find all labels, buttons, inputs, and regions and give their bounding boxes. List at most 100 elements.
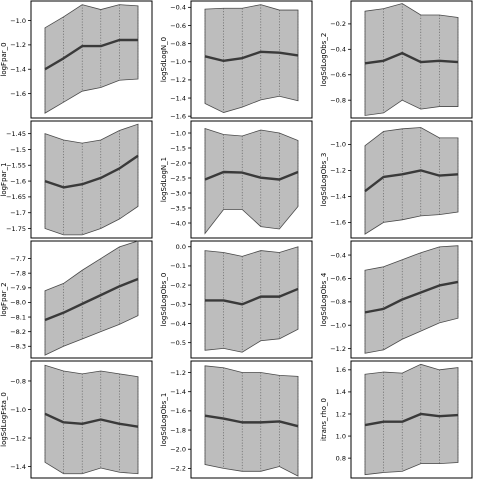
y-tick-label: −0.4 bbox=[170, 4, 186, 12]
y-axis-label: logSdLogObs_1 bbox=[160, 393, 168, 447]
y-tick-label: 0.8 bbox=[336, 454, 346, 462]
panel-logSdLogObs_4: −1.2 −1.0 −0.8 −0.6 −0.4 logSdLogObs_4 bbox=[320, 240, 473, 359]
y-tick-label: −0.2 bbox=[330, 20, 346, 28]
y-tick-label: −2.5 bbox=[170, 174, 186, 182]
y-axis-label: logSdLogObs_4 bbox=[320, 272, 328, 326]
panel-logSdLogObs_1: −2.2 −2.0 −1.8 −1.6 −1.4 −1.2 logSdLogObs_1 bbox=[160, 360, 313, 479]
panel-logFpar_2: −8.3 −8.2 −8.1 −8.0 −7.9 −7.8 −7.7 logFpar_2 bbox=[0, 240, 153, 359]
interval-band bbox=[204, 365, 299, 477]
y-tick-label: −0.2 bbox=[170, 281, 186, 289]
y-tick-label: −7.7 bbox=[10, 255, 26, 263]
mean-line bbox=[44, 277, 139, 322]
y-tick-label: −2.0 bbox=[170, 159, 186, 167]
y-tick-label: −3.0 bbox=[170, 189, 186, 197]
y-tick-label: −0.1 bbox=[170, 262, 186, 270]
mean-line bbox=[364, 412, 459, 427]
panel-logSdLogN_0: −1.6 −1.4 −1.2 −1.0 −0.8 −0.6 −0.4 logSdLogN_0 bbox=[160, 0, 313, 120]
mean-line bbox=[364, 169, 459, 193]
y-tick-label: 1.6 bbox=[336, 366, 346, 374]
y-tick-label: −1.6 bbox=[170, 112, 186, 120]
y-tick-label: −1.2 bbox=[330, 345, 346, 353]
y-tick-label: −1.0 bbox=[330, 322, 346, 330]
y-tick-label: −1.2 bbox=[170, 369, 186, 377]
y-axis-label: logFpar_0 bbox=[0, 42, 8, 76]
interval-band bbox=[44, 364, 139, 475]
y-tick-label: −1.2 bbox=[330, 167, 346, 175]
mean-line bbox=[364, 51, 459, 65]
y-axis-label: itrans_rho_0 bbox=[320, 398, 328, 441]
y-tick-label: −0.5 bbox=[170, 339, 186, 347]
y-tick-label: −1.0 bbox=[170, 129, 186, 137]
y-tick-label: −1.55 bbox=[6, 162, 26, 170]
y-tick-label: −3.5 bbox=[170, 204, 186, 212]
mean-line bbox=[204, 414, 299, 428]
y-tick-label: −0.4 bbox=[170, 320, 186, 328]
y-tick-label: −0.6 bbox=[330, 275, 346, 283]
mean-line bbox=[44, 154, 139, 189]
interval-band bbox=[364, 3, 459, 116]
y-tick-label: −0.3 bbox=[170, 301, 186, 309]
y-axis-label: logSdLogN_0 bbox=[160, 37, 168, 82]
y-tick-label: −1.6 bbox=[330, 219, 346, 227]
y-tick-label: −1.8 bbox=[170, 426, 186, 434]
y-tick-label: −1.0 bbox=[330, 141, 346, 149]
y-tick-label: −0.8 bbox=[170, 40, 186, 48]
mean-line bbox=[44, 412, 139, 428]
y-tick-label: −1.45 bbox=[6, 130, 26, 138]
y-tick-label: −1.6 bbox=[170, 407, 186, 415]
panel-logSdLogObs_0: −0.5 −0.4 −0.3 −0.2 −0.1 0.0 logSdLogObs_0 bbox=[160, 240, 313, 359]
y-tick-label: −7.9 bbox=[10, 284, 26, 292]
y-tick-label: −8.2 bbox=[10, 328, 26, 336]
y-tick-label: −2.2 bbox=[170, 465, 186, 473]
mean-line bbox=[364, 280, 459, 314]
y-axis-label: logSdLogObs_2 bbox=[320, 33, 328, 87]
y-tick-label: −8.0 bbox=[10, 299, 26, 307]
panel-itrans_rho_0: 0.8 1.0 1.2 1.4 1.6 itrans_rho_0 bbox=[320, 360, 473, 479]
mean-line bbox=[204, 50, 299, 63]
y-tick-label: −1.2 bbox=[10, 434, 26, 442]
y-tick-label: −8.3 bbox=[10, 343, 26, 351]
y-tick-label: −1.4 bbox=[330, 193, 346, 201]
mean-line bbox=[205, 287, 299, 306]
y-tick-label: −1.4 bbox=[170, 94, 186, 102]
y-tick-label: 0.0 bbox=[176, 243, 186, 251]
panel-logFpar_0: −1.6 −1.4 −1.2 −1.0 logFpar_0 bbox=[0, 0, 153, 119]
y-tick-label: −0.4 bbox=[330, 251, 346, 259]
y-tick-label: −0.6 bbox=[170, 22, 186, 30]
y-tick-label: −1.4 bbox=[10, 66, 26, 74]
interval-band bbox=[364, 363, 459, 476]
y-tick-label: −1.2 bbox=[170, 76, 186, 84]
y-tick-label: −1.2 bbox=[10, 41, 26, 49]
y-tick-label: 1.2 bbox=[336, 410, 346, 418]
y-tick-label: −1.75 bbox=[6, 225, 26, 233]
y-tick-label: 1.0 bbox=[336, 432, 346, 440]
y-tick-label: −0.6 bbox=[330, 71, 346, 79]
y-axis-label: logSdLogFsta_0 bbox=[0, 392, 8, 447]
y-tick-label: −1.0 bbox=[10, 17, 26, 25]
y-tick-label: −0.4 bbox=[330, 46, 346, 54]
y-tick-label: −7.8 bbox=[10, 269, 26, 277]
y-axis-label: logFpar_2 bbox=[0, 282, 8, 316]
mean-line bbox=[44, 38, 138, 71]
y-tick-label: −1.7 bbox=[10, 209, 26, 217]
y-tick-label: −1.4 bbox=[170, 388, 186, 396]
panel-logSdLogN_1: −4.0 −3.5 −3.0 −2.5 −2.0 −1.5 −1.0 logSdLogN_1 bbox=[160, 120, 313, 239]
y-tick-label: −0.8 bbox=[330, 96, 346, 104]
y-axis-label: logSdLogN_1 bbox=[160, 157, 168, 202]
y-tick-label: −8.1 bbox=[10, 313, 26, 321]
y-tick-label: −1.5 bbox=[10, 146, 26, 154]
y-tick-label: −0.8 bbox=[330, 298, 346, 306]
y-axis-label: logSdLogObs_3 bbox=[320, 153, 328, 207]
y-tick-label: −1.0 bbox=[170, 58, 186, 66]
y-tick-label: −1.6 bbox=[10, 90, 26, 98]
y-tick-label: −1.4 bbox=[10, 463, 26, 471]
y-tick-label: −4.0 bbox=[170, 219, 186, 227]
y-tick-label: −1.0 bbox=[10, 406, 26, 414]
y-axis-label: logFpar_1 bbox=[0, 162, 8, 196]
y-tick-label: 1.4 bbox=[336, 388, 346, 396]
y-tick-label: −2.0 bbox=[170, 446, 186, 454]
